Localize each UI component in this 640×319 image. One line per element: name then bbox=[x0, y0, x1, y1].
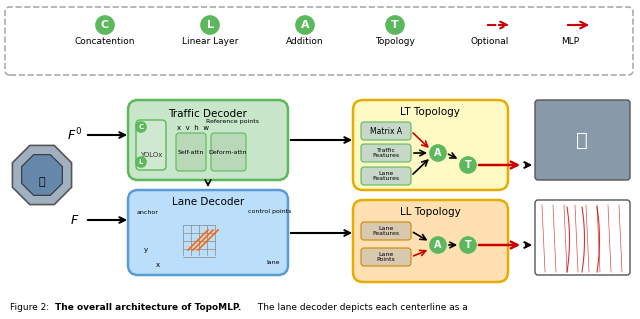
Text: Traffic Decoder: Traffic Decoder bbox=[168, 109, 248, 119]
Text: 🚗: 🚗 bbox=[38, 177, 45, 187]
Text: L: L bbox=[207, 20, 214, 30]
Text: 🏙: 🏙 bbox=[576, 130, 588, 150]
FancyBboxPatch shape bbox=[361, 167, 411, 185]
FancyBboxPatch shape bbox=[5, 7, 633, 75]
Polygon shape bbox=[22, 155, 62, 195]
Circle shape bbox=[460, 157, 476, 173]
Text: Addition: Addition bbox=[286, 38, 324, 47]
FancyBboxPatch shape bbox=[353, 100, 508, 190]
Text: Lane
Points: Lane Points bbox=[376, 252, 396, 263]
Text: T: T bbox=[465, 240, 472, 250]
Circle shape bbox=[430, 145, 446, 161]
Text: LL Topology: LL Topology bbox=[399, 207, 460, 217]
Text: L: L bbox=[139, 159, 143, 165]
FancyBboxPatch shape bbox=[136, 120, 166, 170]
Text: $F^0$: $F^0$ bbox=[67, 127, 83, 143]
Text: A: A bbox=[435, 148, 442, 158]
Circle shape bbox=[296, 16, 314, 34]
Text: $F$: $F$ bbox=[70, 213, 79, 226]
Text: Lane Decoder: Lane Decoder bbox=[172, 197, 244, 207]
Text: T: T bbox=[465, 160, 472, 170]
Circle shape bbox=[96, 16, 114, 34]
Text: Self-attn: Self-attn bbox=[178, 150, 204, 154]
Text: control points: control points bbox=[248, 210, 292, 214]
Text: x: x bbox=[156, 262, 160, 268]
Text: Concatention: Concatention bbox=[75, 38, 135, 47]
FancyBboxPatch shape bbox=[361, 248, 411, 266]
Text: Matrix A: Matrix A bbox=[370, 127, 402, 136]
Text: MLP: MLP bbox=[561, 38, 579, 47]
Text: x  v  h  w: x v h w bbox=[177, 125, 209, 131]
Text: Linear Layer: Linear Layer bbox=[182, 38, 238, 47]
Text: Traffic
Features: Traffic Features bbox=[372, 148, 399, 159]
Text: Reference points: Reference points bbox=[207, 120, 259, 124]
Text: C: C bbox=[138, 124, 143, 130]
Circle shape bbox=[201, 16, 219, 34]
Circle shape bbox=[386, 16, 404, 34]
FancyBboxPatch shape bbox=[361, 144, 411, 162]
FancyBboxPatch shape bbox=[535, 100, 630, 180]
Text: C: C bbox=[101, 20, 109, 30]
FancyBboxPatch shape bbox=[361, 122, 411, 140]
Text: lane: lane bbox=[266, 261, 280, 265]
FancyBboxPatch shape bbox=[176, 133, 206, 171]
Circle shape bbox=[136, 157, 146, 167]
FancyBboxPatch shape bbox=[128, 100, 288, 180]
FancyBboxPatch shape bbox=[128, 190, 288, 275]
FancyBboxPatch shape bbox=[211, 133, 246, 171]
FancyBboxPatch shape bbox=[535, 200, 630, 275]
Text: The lane decoder depicts each centerline as a: The lane decoder depicts each centerline… bbox=[255, 302, 468, 311]
Text: Deform-attn: Deform-attn bbox=[209, 150, 247, 154]
Text: The overall architecture of TopoMLP.: The overall architecture of TopoMLP. bbox=[55, 302, 241, 311]
Text: Lane
Features: Lane Features bbox=[372, 171, 399, 182]
FancyBboxPatch shape bbox=[353, 200, 508, 282]
Text: YOLOx: YOLOx bbox=[140, 152, 162, 158]
Circle shape bbox=[430, 237, 446, 253]
Polygon shape bbox=[12, 145, 72, 204]
Circle shape bbox=[136, 122, 146, 132]
Text: Optional: Optional bbox=[471, 38, 509, 47]
Text: A: A bbox=[435, 240, 442, 250]
Text: LT Topology: LT Topology bbox=[400, 107, 460, 117]
Circle shape bbox=[460, 237, 476, 253]
Text: anchor: anchor bbox=[137, 210, 159, 214]
Text: Topology: Topology bbox=[375, 38, 415, 47]
Text: T: T bbox=[391, 20, 399, 30]
Text: A: A bbox=[301, 20, 309, 30]
FancyBboxPatch shape bbox=[361, 222, 411, 240]
Text: Figure 2:: Figure 2: bbox=[10, 302, 52, 311]
Text: y: y bbox=[144, 247, 148, 253]
Text: Lane
Features: Lane Features bbox=[372, 226, 399, 236]
